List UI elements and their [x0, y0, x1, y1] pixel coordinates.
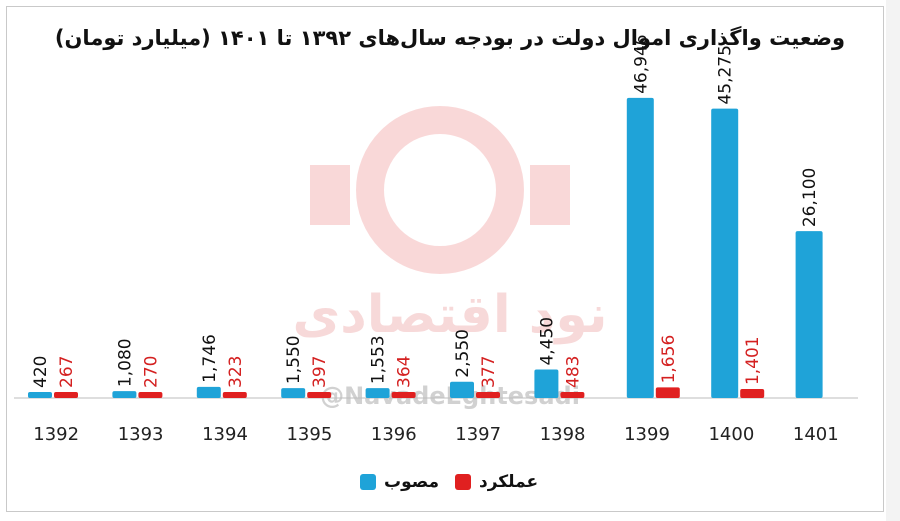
- watermark-brand: نود اقتصادی: [292, 285, 608, 345]
- value-label-performance-1392: 267: [57, 356, 77, 388]
- legend: مصوب عملکرد: [0, 470, 900, 494]
- bar-performance-1397: [476, 392, 500, 398]
- x-tick-label-1399: 1399: [624, 424, 670, 445]
- bar-performance-1395: [307, 392, 332, 398]
- bar-performance-1399: [655, 387, 680, 398]
- bar-approved-1396: [365, 388, 390, 398]
- x-tick-label-1392: 1392: [33, 424, 79, 445]
- value-label-approved-1398: 4,450: [537, 317, 557, 366]
- legend-item-approved: مصوب: [360, 470, 439, 494]
- legend-label-approved: مصوب: [384, 472, 440, 492]
- value-label-approved-1395: 1,550: [284, 335, 304, 384]
- bar-approved-1397: [450, 381, 474, 398]
- x-tick-label-1397: 1397: [455, 424, 501, 445]
- bars-layer: [28, 97, 823, 399]
- value-label-approved-1394: 1,746: [200, 334, 220, 383]
- watermark-logo: [310, 106, 570, 274]
- x-tick-label-1395: 1395: [286, 424, 332, 445]
- bar-performance-1392: [54, 392, 78, 398]
- x-tick-label-1394: 1394: [202, 424, 248, 445]
- value-label-performance-1399: 1,656: [659, 335, 679, 384]
- legend-item-performance: عملکرد: [455, 470, 538, 494]
- bar-performance-1393: [138, 392, 163, 398]
- x-tick-label-1393: 1393: [118, 424, 164, 445]
- value-label-performance-1396: 364: [395, 356, 415, 388]
- bar-approved-1401: [795, 231, 823, 398]
- x-tick-label-1396: 1396: [371, 424, 417, 445]
- bar-approved-1399: [626, 97, 654, 399]
- value-label-approved-1397: 2,550: [453, 329, 473, 378]
- x-tick-label-1401: 1401: [793, 424, 839, 445]
- value-label-approved-1396: 1,553: [369, 335, 389, 384]
- bar-approved-1394: [196, 386, 221, 398]
- value-label-approved-1400: 45,275: [716, 45, 736, 104]
- value-labels-layer: 420 267 1,080 270 1,746 323 1,550 397 1,553 364 2,…: [31, 34, 820, 388]
- bar-approved-1393: [112, 391, 137, 398]
- page-edge: [886, 0, 900, 521]
- bar-approved-1398: [534, 369, 559, 398]
- legend-swatch-approved: [360, 474, 376, 490]
- value-label-performance-1393: 270: [141, 356, 161, 388]
- value-label-approved-1401: 26,100: [800, 168, 820, 227]
- bar-approved-1392: [28, 392, 52, 398]
- legend-swatch-performance: [455, 474, 471, 490]
- bar-performance-1400: [740, 389, 765, 398]
- x-tick-labels-layer: 1392 1393 1394 1395 1396 1397 1398 1399 1400 1401: [33, 424, 838, 445]
- bar-approved-1395: [281, 388, 306, 398]
- bar-performance-1394: [222, 392, 247, 398]
- value-label-performance-1398: 483: [563, 356, 583, 388]
- bar-performance-1398: [560, 392, 585, 398]
- value-label-approved-1392: 420: [31, 356, 51, 388]
- value-label-performance-1397: 377: [479, 356, 499, 388]
- x-tick-label-1398: 1398: [540, 424, 586, 445]
- value-label-performance-1395: 397: [310, 356, 330, 388]
- value-label-performance-1400: 1,401: [743, 336, 763, 385]
- bar-performance-1396: [391, 392, 416, 398]
- x-tick-label-1400: 1400: [708, 424, 754, 445]
- value-label-performance-1394: 323: [226, 356, 246, 388]
- value-label-approved-1393: 1,080: [115, 338, 135, 387]
- legend-label-performance: عملکرد: [479, 472, 539, 492]
- bar-approved-1400: [711, 108, 739, 399]
- value-label-approved-1399: 46,946: [631, 34, 651, 93]
- chart-title: وضعیت واگذاری اموال دولت در بودجه سال‌ها…: [54, 26, 846, 50]
